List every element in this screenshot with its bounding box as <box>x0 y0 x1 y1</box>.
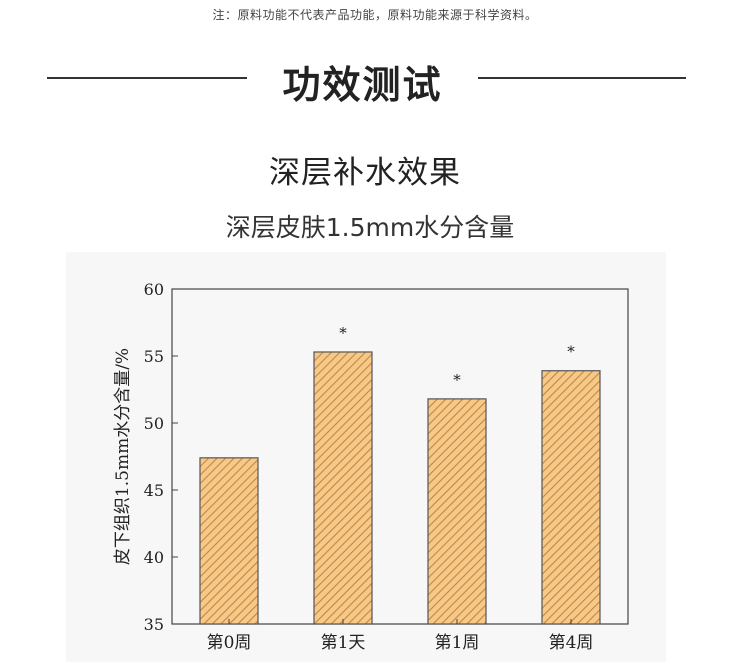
y-tick-label: 35 <box>144 615 164 634</box>
header-divider-left <box>47 77 247 79</box>
y-axis-label: 皮下组织1.5mm水分含量/% <box>113 348 133 565</box>
y-tick-label: 45 <box>144 481 164 500</box>
bar <box>541 370 601 625</box>
bar <box>199 457 259 625</box>
x-tick-label: 第1天 <box>321 633 366 653</box>
bar <box>313 351 373 625</box>
significance-marker: * <box>567 343 575 361</box>
x-tick-label: 第1周 <box>435 633 480 653</box>
bar-chart: 35 40 45 50 55 60 第0周 第1天 * 第1周 * 第4周 * 皮下组织1.5mm水分含量… <box>113 280 629 653</box>
chart-caption: 深层皮肤1.5mm水分含量 <box>225 213 515 242</box>
bar <box>427 398 487 625</box>
section-title: 功效测试 <box>282 63 443 107</box>
y-tick-label: 50 <box>144 414 164 433</box>
y-tick-label: 60 <box>144 280 164 299</box>
y-tick-label: 40 <box>144 548 164 567</box>
page-subtitle: 深层补水效果 <box>269 155 461 191</box>
header-divider-right <box>478 77 686 79</box>
x-tick-label: 第4周 <box>549 633 594 653</box>
x-tick-label: 第0周 <box>207 633 252 653</box>
plot-frame <box>171 288 629 625</box>
y-tick-label: 55 <box>144 347 164 366</box>
section-header: 功效测试 <box>0 50 750 107</box>
significance-marker: * <box>339 324 347 342</box>
significance-marker: * <box>453 371 461 389</box>
disclaimer-note: 注：原料功能不代表产品功能，原料功能来源于科学资料。 <box>212 8 538 22</box>
